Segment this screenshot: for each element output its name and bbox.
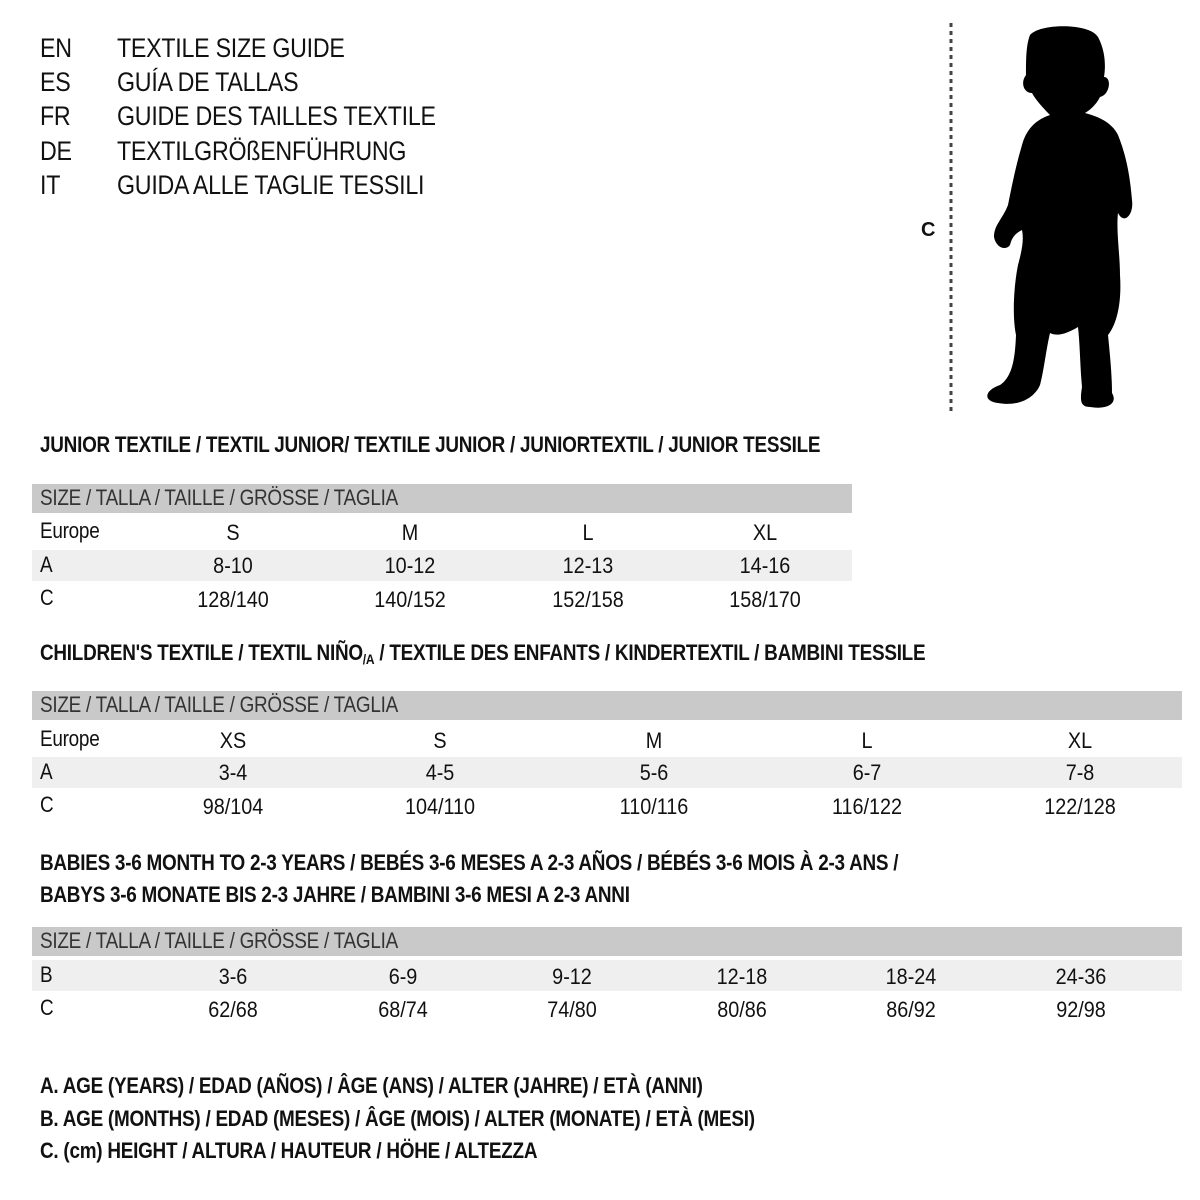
children-section-title: CHILDREN'S TEXTILE / TEXTIL NIÑO/A / TEX… <box>40 640 926 667</box>
table-cell: L <box>861 728 873 753</box>
table-cell: 104/110 <box>404 794 476 819</box>
children-size-header: SIZE / TALLA / TAILLE / GRÖSSE / TAGLIA <box>32 691 1182 720</box>
row-shade <box>32 550 852 581</box>
table-cell: S <box>226 520 240 545</box>
row-label: C <box>40 792 54 817</box>
table-cell: 6-7 <box>852 760 882 785</box>
table-cell: 8-10 <box>213 553 253 578</box>
table-cell: 10-12 <box>384 553 436 578</box>
table-cell: 122/128 <box>1044 794 1116 819</box>
table-cell: 116/122 <box>831 794 903 819</box>
row-shade <box>32 757 1182 788</box>
lang-code: ES <box>40 67 71 97</box>
table-cell: 3-4 <box>218 760 248 785</box>
table-cell: 18-24 <box>885 964 937 989</box>
junior-section-title: JUNIOR TEXTILE / TEXTIL JUNIOR/ TEXTILE … <box>40 432 821 457</box>
row-label: B <box>40 962 53 987</box>
table-cell: 152/158 <box>552 587 624 612</box>
table-cell: 12-18 <box>716 964 768 989</box>
row-label: C <box>40 995 54 1020</box>
table-cell: XL <box>752 520 778 545</box>
lang-code: FR <box>40 101 71 131</box>
table-cell: 3-6 <box>218 964 248 989</box>
legend-item-b: B. AGE (MONTHS) / EDAD (MESES) / ÂGE (MO… <box>40 1106 755 1131</box>
table-cell: 24-36 <box>1055 964 1107 989</box>
legend-item-c: C. (cm) HEIGHT / ALTURA / HAUTEUR / HÖHE… <box>40 1138 538 1163</box>
table-cell: 140/152 <box>374 587 446 612</box>
table-cell: 5-6 <box>639 760 669 785</box>
table-cell: 74/80 <box>547 997 597 1022</box>
legend-item-a: A. AGE (YEARS) / EDAD (AÑOS) / ÂGE (ANS)… <box>40 1073 703 1098</box>
table-cell: 158/170 <box>729 587 801 612</box>
table-cell: 12-13 <box>562 553 614 578</box>
lang-label: GUIDA ALLE TAGLIE TESSILI <box>117 170 425 200</box>
table-cell: 80/86 <box>717 997 767 1022</box>
table-cell: 110/116 <box>619 794 689 819</box>
table-cell: 4-5 <box>425 760 455 785</box>
table-cell: 7-8 <box>1065 760 1095 785</box>
height-measure-label: C <box>921 219 936 241</box>
row-label: Europe <box>40 726 100 751</box>
row-label: C <box>40 585 54 610</box>
babies-size-header: SIZE / TALLA / TAILLE / GRÖSSE / TAGLIA <box>32 927 1182 956</box>
table-cell: 128/140 <box>197 587 269 612</box>
lang-code: EN <box>40 33 72 63</box>
table-cell: 98/104 <box>202 794 264 819</box>
table-cell: L <box>582 520 594 545</box>
table-cell: XL <box>1067 728 1093 753</box>
table-cell: 62/68 <box>208 997 258 1022</box>
row-label: Europe <box>40 518 100 543</box>
table-cell: XS <box>219 728 247 753</box>
table-cell: 86/92 <box>886 997 936 1022</box>
junior-size-header: SIZE / TALLA / TAILLE / GRÖSSE / TAGLIA <box>32 484 852 513</box>
table-cell: 68/74 <box>378 997 428 1022</box>
table-cell: M <box>645 728 663 753</box>
lang-label: GUIDE DES TAILLES TEXTILE <box>117 101 436 131</box>
row-label: A <box>40 759 53 784</box>
table-cell: 92/98 <box>1056 997 1106 1022</box>
table-cell: 9-12 <box>552 964 592 989</box>
table-cell: 14-16 <box>739 553 791 578</box>
row-label: A <box>40 552 53 577</box>
table-cell: 6-9 <box>388 964 418 989</box>
row-shade <box>32 960 1182 991</box>
babies-section-title-line2: BABYS 3-6 MONATE BIS 2-3 JAHRE / BAMBINI… <box>40 882 630 907</box>
lang-label: GUÍA DE TALLAS <box>117 67 299 97</box>
lang-code: DE <box>40 136 72 166</box>
lang-label: TEXTILE SIZE GUIDE <box>117 33 345 63</box>
lang-code: IT <box>40 170 61 200</box>
lang-label: TEXTILGRÖßENFÜHRUNG <box>117 136 407 166</box>
child-silhouette-icon <box>949 23 1133 415</box>
table-cell: S <box>433 728 447 753</box>
table-cell: M <box>401 520 419 545</box>
babies-section-title: BABIES 3-6 MONTH TO 2-3 YEARS / BEBÉS 3-… <box>40 850 899 875</box>
